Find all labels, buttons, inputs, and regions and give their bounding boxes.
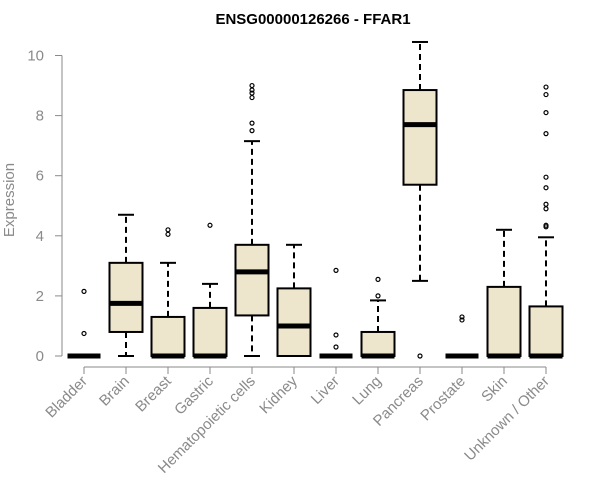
x-tick-label: Skin bbox=[478, 373, 511, 406]
box-gastric bbox=[192, 222, 228, 359]
x-tick-label: Lung bbox=[349, 373, 385, 409]
outlier-point bbox=[543, 201, 549, 207]
boxes bbox=[67, 40, 564, 359]
x-tick-label: Liver bbox=[308, 373, 343, 408]
outlier-point bbox=[543, 84, 549, 90]
box-iqr bbox=[528, 305, 564, 358]
box-iqr bbox=[234, 243, 270, 317]
outlier-point bbox=[333, 344, 339, 350]
outlier-point bbox=[165, 231, 171, 237]
y-axis: 0 2 4 6 8 10 bbox=[27, 48, 63, 365]
x-tick-label: Brain bbox=[96, 373, 133, 410]
outlier-point bbox=[249, 128, 255, 134]
outlier-point bbox=[543, 109, 549, 116]
y-tick-label: 6 bbox=[36, 168, 44, 185]
box-skin bbox=[486, 228, 522, 359]
box-iqr bbox=[402, 89, 438, 186]
box-kidney bbox=[276, 243, 312, 358]
x-tick-label: Bladder bbox=[42, 373, 91, 422]
outlier-point bbox=[165, 227, 171, 233]
outlier-point bbox=[417, 353, 423, 359]
outlier-point bbox=[249, 90, 255, 96]
box-brain bbox=[108, 213, 144, 357]
box-lung bbox=[360, 276, 396, 359]
outlier-point bbox=[375, 276, 381, 282]
x-tick-label: Breast bbox=[132, 372, 175, 415]
outlier-point bbox=[333, 267, 339, 273]
outlier-point bbox=[543, 131, 549, 137]
x-tick-label: Prostate bbox=[417, 373, 469, 425]
outlier-point bbox=[543, 222, 549, 228]
box-iqr bbox=[276, 287, 312, 358]
outlier-point bbox=[81, 330, 87, 337]
y-tick-label: 8 bbox=[36, 108, 44, 125]
y-tick-label: 4 bbox=[36, 228, 44, 245]
x-tick-label: Kidney bbox=[256, 372, 301, 417]
outlier-point bbox=[543, 206, 549, 212]
y-tick-label: 2 bbox=[36, 288, 44, 305]
box-iqr bbox=[486, 285, 522, 358]
outlier-point bbox=[459, 314, 465, 320]
outlier-point bbox=[375, 293, 381, 299]
outlier-point bbox=[333, 332, 339, 338]
chart-title: ENSG00000126266 - FFAR1 bbox=[215, 11, 410, 28]
box-hematopoietic-cells bbox=[234, 82, 270, 357]
box-iqr bbox=[192, 306, 228, 358]
box-liver bbox=[319, 267, 353, 359]
box-prostate bbox=[445, 314, 479, 359]
y-axis-label: Expression bbox=[1, 163, 18, 237]
outlier-point bbox=[249, 82, 255, 89]
outlier-point bbox=[459, 317, 465, 323]
outlier-point bbox=[249, 94, 255, 101]
outlier-point bbox=[543, 185, 549, 191]
box-breast bbox=[150, 227, 186, 359]
outlier-point bbox=[249, 120, 255, 126]
box-pancreas bbox=[402, 40, 438, 359]
box-unknown-other bbox=[528, 84, 564, 359]
box-iqr bbox=[150, 315, 186, 357]
outlier-point bbox=[543, 174, 549, 180]
outlier-point bbox=[543, 91, 549, 98]
y-tick-label: 10 bbox=[27, 48, 44, 65]
box-iqr bbox=[108, 261, 144, 333]
outlier-point bbox=[81, 288, 87, 294]
box-iqr bbox=[360, 330, 396, 357]
box-bladder bbox=[67, 288, 101, 359]
outlier-point bbox=[207, 222, 213, 228]
y-tick-label: 0 bbox=[36, 348, 44, 365]
outlier-point bbox=[249, 87, 255, 93]
